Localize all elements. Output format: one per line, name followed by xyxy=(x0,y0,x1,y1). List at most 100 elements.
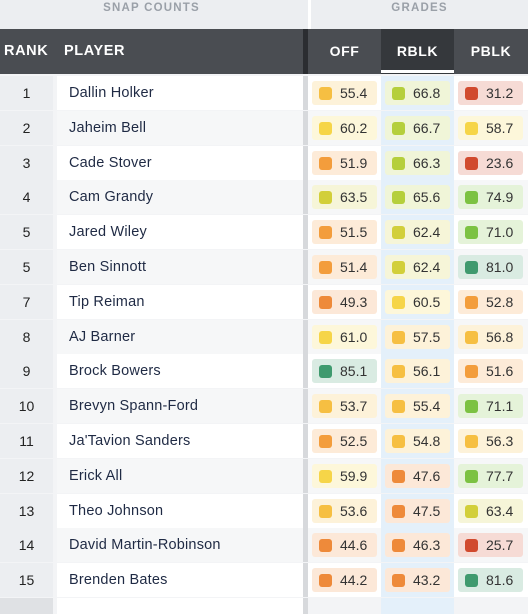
pblk-grade-value: 52.8 xyxy=(486,293,514,310)
player-name[interactable]: Cam Grandy xyxy=(57,180,303,215)
row-column-divider xyxy=(303,389,308,424)
pblk-grade-value: 56.3 xyxy=(486,432,514,449)
player-name[interactable]: Cade Stover xyxy=(57,145,303,180)
rblk-grade-value: 65.6 xyxy=(413,189,441,206)
off-grade-cell: 53.6 xyxy=(308,493,381,528)
player-name[interactable]: AJ Barner xyxy=(57,319,303,354)
player-name[interactable]: Theo Johnson xyxy=(57,493,303,528)
grade-color-indicator xyxy=(465,87,478,100)
column-header-pblk[interactable]: PBLK xyxy=(470,43,512,59)
grade-color-indicator xyxy=(319,330,332,344)
pblk-grade-badge: 52.8 xyxy=(458,289,523,314)
rblk-grade-cell: 55.4 xyxy=(381,389,454,424)
footer-player-cell xyxy=(57,598,303,614)
rank-cell: 7 xyxy=(0,284,53,319)
pblk-grade-badge: 31.2 xyxy=(458,81,523,105)
player-name[interactable]: Ja'Tavion Sanders xyxy=(57,423,303,458)
rank-cell: 3 xyxy=(0,145,53,180)
grade-color-indicator xyxy=(465,574,478,588)
column-header-rblk[interactable]: RBLK xyxy=(381,29,454,74)
table-row[interactable]: 11 Ja'Tavion Sanders 52.5 54.8 56.3 xyxy=(0,423,528,459)
grade-color-indicator xyxy=(392,226,405,240)
pblk-grade-value: 23.6 xyxy=(486,154,514,171)
table-row[interactable]: 13 Theo Johnson 53.6 47.5 63.4 xyxy=(0,493,528,529)
off-grade-badge: 60.2 xyxy=(312,115,377,140)
rblk-grade-cell: 46.3 xyxy=(381,528,454,563)
table-row[interactable]: 10 Brevyn Spann-Ford 53.7 55.4 71.1 xyxy=(0,389,528,424)
pblk-grade-badge: 77.7 xyxy=(458,463,523,488)
grade-color-indicator xyxy=(319,156,332,170)
rblk-grade-value: 43.2 xyxy=(413,572,441,589)
table-row[interactable]: 1 Dallin Holker 55.4 66.8 31.2 xyxy=(0,76,528,111)
off-grade-badge: 49.3 xyxy=(312,289,377,314)
column-header-player[interactable]: PLAYER xyxy=(64,43,126,59)
column-header-rank[interactable]: RANK xyxy=(4,43,49,59)
row-column-divider xyxy=(303,180,308,215)
rank-cell: 9 xyxy=(0,354,53,389)
table-row[interactable]: 2 Jaheim Bell 60.2 66.7 58.7 xyxy=(0,110,528,146)
off-grade-value: 63.5 xyxy=(340,189,368,206)
rank-cell: 12 xyxy=(0,458,53,493)
off-grade-badge: 55.4 xyxy=(312,81,377,105)
pblk-grade-value: 63.4 xyxy=(486,502,514,519)
footer-rank-cell xyxy=(0,598,53,614)
rblk-grade-value: 66.8 xyxy=(413,85,441,101)
header-column-divider xyxy=(303,29,308,74)
table-row[interactable]: 7 Tip Reiman 49.3 60.5 52.8 xyxy=(0,284,528,320)
rblk-grade-cell: 66.7 xyxy=(381,110,454,145)
table-row[interactable]: 3 Cade Stover 51.9 66.3 23.6 xyxy=(0,145,528,181)
pblk-grade-badge: 56.8 xyxy=(458,324,523,349)
table-row[interactable]: 4 Cam Grandy 63.5 65.6 74.9 xyxy=(0,180,528,215)
player-name[interactable]: Brock Bowers xyxy=(57,354,303,389)
rblk-grade-value: 47.6 xyxy=(413,467,441,484)
grade-color-indicator xyxy=(392,539,405,553)
off-grade-value: 61.0 xyxy=(340,328,368,345)
player-name[interactable]: Brevyn Spann-Ford xyxy=(57,389,303,424)
player-name[interactable]: David Martin-Robinson xyxy=(57,528,303,563)
player-name[interactable]: Erick All xyxy=(57,458,303,493)
rank-cell: 1 xyxy=(0,76,53,110)
player-name[interactable]: Brenden Bates xyxy=(57,563,303,598)
off-grade-cell: 61.0 xyxy=(308,319,381,354)
rblk-grade-value: 62.4 xyxy=(413,224,441,241)
pblk-grade-cell: 81.6 xyxy=(454,563,528,598)
row-column-divider xyxy=(303,110,308,145)
player-name[interactable]: Dallin Holker xyxy=(57,76,303,110)
player-name[interactable]: Ben Sinnott xyxy=(57,249,303,284)
rank-cell: 4 xyxy=(0,180,53,215)
off-grade-value: 51.9 xyxy=(340,154,368,171)
grade-color-indicator xyxy=(465,434,478,448)
table-row[interactable]: 9 Brock Bowers 85.1 56.1 51.6 xyxy=(0,354,528,389)
rblk-grade-badge: 55.4 xyxy=(385,394,450,419)
table-row[interactable]: 14 David Martin-Robinson 44.6 46.3 25.7 xyxy=(0,528,528,563)
rblk-grade-cell: 62.4 xyxy=(381,215,454,250)
off-grade-value: 51.5 xyxy=(340,224,368,241)
off-grade-cell: 51.4 xyxy=(308,249,381,284)
row-column-divider xyxy=(303,423,308,458)
row-column-divider xyxy=(303,76,308,110)
off-grade-value: 52.5 xyxy=(340,432,368,449)
sorted-column-indicator xyxy=(381,70,454,73)
rblk-grade-badge: 62.4 xyxy=(385,254,450,279)
rblk-grade-value: 62.4 xyxy=(413,258,441,275)
grade-color-indicator xyxy=(465,121,478,135)
grade-color-indicator xyxy=(465,226,478,240)
table-row[interactable]: 15 Brenden Bates 44.2 43.2 81.6 xyxy=(0,563,528,598)
rblk-grade-badge: 62.4 xyxy=(385,220,450,245)
player-name[interactable]: Tip Reiman xyxy=(57,284,303,319)
grade-color-indicator xyxy=(465,156,478,170)
pblk-grade-badge: 71.0 xyxy=(458,220,523,245)
table-row[interactable]: 5 Ben Sinnott 51.4 62.4 81.0 xyxy=(0,249,528,285)
off-grade-badge: 61.0 xyxy=(312,324,377,349)
grade-color-indicator xyxy=(465,469,478,483)
table-row[interactable]: 8 AJ Barner 61.0 57.5 56.8 xyxy=(0,319,528,355)
pblk-grade-value: 74.9 xyxy=(486,189,514,206)
rblk-grade-badge: 43.2 xyxy=(385,568,450,593)
off-grade-badge: 44.6 xyxy=(312,533,377,558)
rblk-grade-cell: 56.1 xyxy=(381,354,454,389)
column-header-off[interactable]: OFF xyxy=(329,43,360,59)
table-row[interactable]: 12 Erick All 59.9 47.6 77.7 xyxy=(0,458,528,494)
player-name[interactable]: Jaheim Bell xyxy=(57,110,303,145)
table-row[interactable]: 5 Jared Wiley 51.5 62.4 71.0 xyxy=(0,215,528,250)
player-name[interactable]: Jared Wiley xyxy=(57,215,303,250)
